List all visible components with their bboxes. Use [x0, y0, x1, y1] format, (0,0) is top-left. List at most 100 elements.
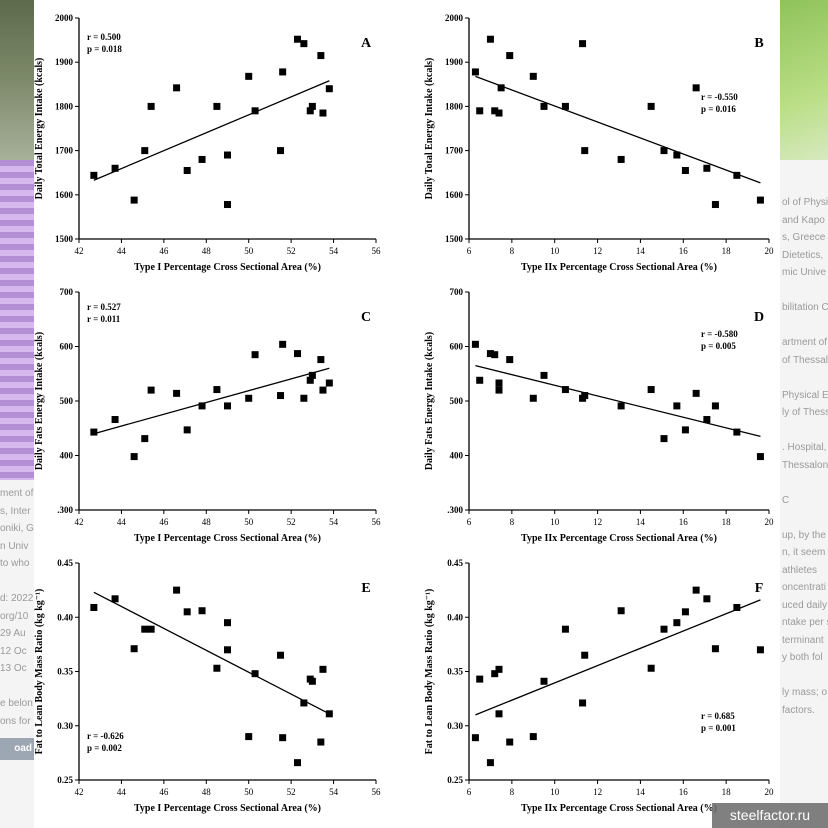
x-axis-label: Type IIx Percentage Cross Sectional Area… — [521, 533, 717, 544]
x-tick-label: 8 — [510, 787, 515, 797]
y-tick-label: 700 — [60, 287, 74, 297]
article-text-line: uced daily — [782, 599, 828, 611]
y-tick-label: 0.40 — [447, 612, 463, 622]
data-point — [306, 107, 314, 115]
figure-svg: 42 44 46 48 50 52 54 56 1500 1600 1700 1800 1900 2000… — [34, 13, 774, 814]
data-point — [681, 166, 689, 174]
panel-d: 6 8 10 12 14 16 18 20 .300 400 500 600 700 Type IIx P… — [424, 287, 774, 544]
x-axis-label: Type I Percentage Cross Sectional Area (… — [134, 533, 321, 544]
data-point — [491, 107, 499, 115]
x-tick-label: 50 — [244, 787, 254, 797]
x-axis-label: Type I Percentage Cross Sectional Area (… — [134, 803, 321, 814]
y-tick-label: 1700 — [55, 146, 74, 156]
x-tick-label: 8 — [510, 246, 515, 256]
x-tick-label: 50 — [244, 246, 254, 256]
y-tick-label: 1900 — [445, 57, 464, 67]
y-tick-label: 1500 — [445, 234, 464, 244]
y-tick-label: 2000 — [55, 13, 74, 23]
data-point — [476, 376, 484, 384]
data-point — [325, 379, 333, 387]
y-tick-label: 1500 — [55, 234, 74, 244]
x-tick-label: 8 — [510, 517, 515, 527]
data-point — [141, 435, 149, 443]
article-text-line: artment of — [782, 337, 828, 348]
data-point — [673, 619, 681, 627]
data-point — [308, 371, 316, 379]
stats-label: r = -0.550 — [701, 92, 738, 102]
x-tick-label: 12 — [593, 517, 602, 527]
download-button[interactable]: oad — [0, 738, 34, 760]
y-tick-label: 400 — [450, 451, 464, 461]
data-point — [173, 84, 181, 92]
x-axis-label: Type IIx Percentage Cross Sectional Area… — [521, 262, 717, 273]
x-tick-label: 44 — [117, 517, 127, 527]
data-point — [506, 738, 514, 746]
x-tick-label: 14 — [636, 787, 646, 797]
stats-label: r = 0.011 — [87, 314, 121, 324]
data-point — [173, 389, 181, 397]
data-point — [703, 164, 711, 172]
data-point — [279, 340, 287, 348]
data-point — [703, 416, 711, 424]
panel-letter: A — [361, 36, 372, 51]
background-photo-right — [780, 0, 828, 160]
x-tick-label: 12 — [593, 246, 602, 256]
article-text-line: up, by the — [782, 529, 826, 541]
data-point — [561, 386, 569, 394]
article-text-line: Thessalon — [782, 459, 828, 471]
trend-line — [93, 591, 330, 715]
data-point — [581, 392, 589, 400]
x-tick-label: 16 — [679, 517, 689, 527]
y-tick-label: 1900 — [55, 57, 74, 67]
data-point — [130, 645, 138, 653]
article-text-line: terminant — [782, 634, 824, 646]
data-point — [279, 734, 287, 742]
data-point — [561, 625, 569, 633]
data-point — [486, 350, 494, 358]
data-point — [529, 72, 537, 80]
background-photo-left — [0, 0, 34, 160]
article-text-line: ol of Physi — [782, 197, 828, 208]
x-axis-label: Type I Percentage Cross Sectional Area (… — [134, 262, 321, 273]
article-text-line: C — [782, 494, 790, 506]
article-text-line: and Kapo — [782, 214, 825, 226]
article-text-line: ons for — [0, 715, 31, 727]
panel-a: 42 44 46 48 50 52 54 56 1500 1600 1700 1800 1900 2000… — [34, 13, 381, 273]
data-point — [486, 35, 494, 43]
stats-label: r = 0.527 — [87, 302, 121, 312]
data-point — [692, 586, 700, 594]
stats-label: p = 0.005 — [701, 341, 736, 351]
y-tick-label: 0.40 — [57, 612, 73, 622]
x-tick-label: 46 — [159, 246, 169, 256]
data-point — [471, 734, 479, 742]
data-point — [681, 426, 689, 434]
data-point — [319, 109, 327, 117]
background-page-left — [0, 480, 34, 828]
y-tick-label: 1600 — [55, 190, 74, 200]
panel-f: 6 8 10 12 14 16 18 20 0.25 0.30 0.35 0.40 0.45 Type I… — [424, 558, 774, 814]
x-tick-label: 52 — [287, 787, 296, 797]
data-point — [495, 665, 503, 673]
x-tick-label: 48 — [202, 517, 212, 527]
data-point — [497, 84, 505, 92]
data-point — [245, 394, 253, 402]
x-tick-label: 6 — [467, 246, 472, 256]
data-point — [529, 733, 537, 741]
stats-label: r = 0.500 — [87, 32, 121, 42]
panel-letter: E — [361, 581, 370, 596]
article-text-line: n, it seem — [782, 547, 826, 558]
y-tick-label: 0.25 — [447, 775, 463, 785]
y-tick-label: 500 — [60, 396, 74, 406]
x-tick-label: 6 — [467, 517, 472, 527]
data-point — [306, 376, 314, 384]
data-point — [711, 201, 719, 209]
stats-label: r = -0.626 — [87, 731, 124, 741]
data-point — [319, 665, 327, 673]
data-point — [173, 586, 181, 594]
article-text-line: ly mass; o — [782, 687, 828, 698]
x-tick-label: 42 — [75, 787, 84, 797]
data-point — [251, 107, 259, 115]
x-tick-label: 54 — [329, 246, 339, 256]
article-text-line: ly of Thess — [782, 407, 828, 418]
y-tick-label: 1700 — [445, 146, 464, 156]
